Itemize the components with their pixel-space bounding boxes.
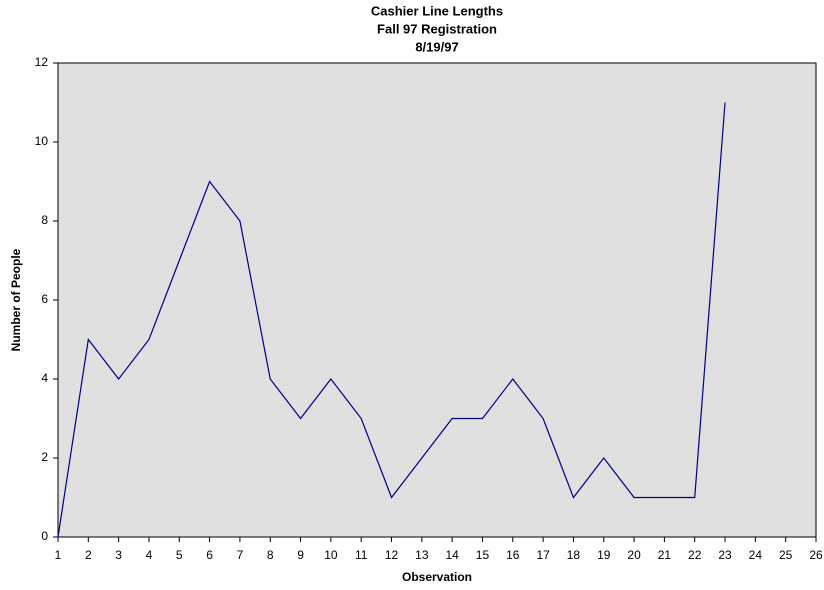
x-tick-label: 16	[506, 548, 520, 562]
y-tick-label: 10	[35, 134, 49, 148]
x-tick-label: 4	[146, 548, 153, 562]
x-tick-label: 2	[85, 548, 92, 562]
y-tick-label: 12	[35, 55, 49, 69]
chart-subtitle: Fall 97 Registration	[377, 21, 497, 36]
x-tick-label: 8	[267, 548, 274, 562]
x-tick-label: 21	[658, 548, 672, 562]
x-tick-label: 10	[324, 548, 338, 562]
x-tick-label: 17	[536, 548, 550, 562]
x-tick-label: 26	[809, 548, 823, 562]
x-tick-label: 12	[385, 548, 399, 562]
y-tick-label: 0	[41, 529, 48, 543]
x-tick-label: 9	[297, 548, 304, 562]
y-axis-title: Number of People	[9, 248, 23, 351]
x-tick-label: 3	[115, 548, 122, 562]
x-tick-label: 24	[749, 548, 763, 562]
x-tick-label: 11	[355, 548, 368, 562]
y-tick-label: 4	[41, 371, 48, 385]
x-tick-label: 22	[688, 548, 702, 562]
x-tick-label: 14	[445, 548, 459, 562]
x-tick-label: 13	[415, 548, 429, 562]
x-tick-label: 5	[176, 548, 183, 562]
chart-title: Cashier Line Lengths	[371, 3, 503, 18]
x-tick-label: 25	[779, 548, 793, 562]
x-tick-label: 23	[718, 548, 732, 562]
data-line	[57, 102, 726, 538]
y-tick-label: 8	[41, 213, 48, 227]
x-tick-label: 20	[627, 548, 641, 562]
x-tick-label: 1	[55, 548, 62, 562]
x-tick-label: 18	[567, 548, 581, 562]
x-tick-label: 19	[597, 548, 611, 562]
y-tick-label: 6	[41, 292, 48, 306]
chart-date: 8/19/97	[415, 39, 458, 54]
y-tick-label: 2	[41, 450, 48, 464]
x-tick-label: 7	[237, 548, 244, 562]
plot-area	[57, 62, 817, 538]
x-tick-label: 6	[206, 548, 213, 562]
x-tick-label: 15	[476, 548, 490, 562]
x-axis-title: Observation	[402, 570, 472, 584]
